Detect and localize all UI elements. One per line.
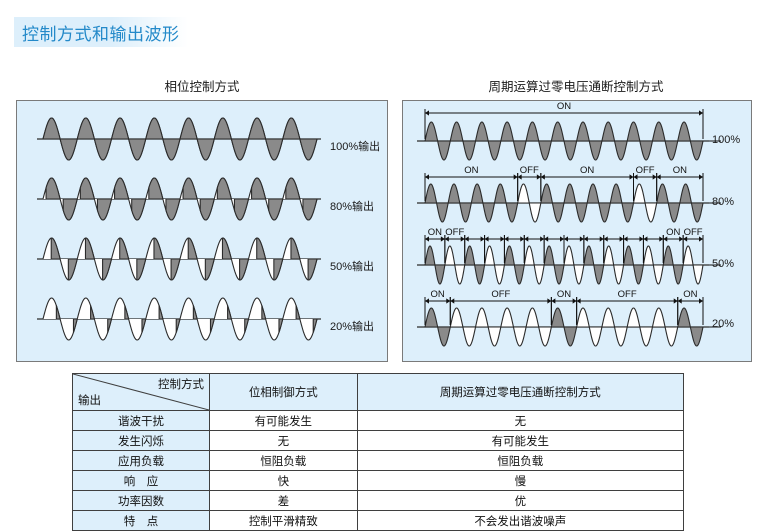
- cell-response-zerocross: 慢: [356, 470, 685, 491]
- svg-text:OFF: OFF: [618, 289, 637, 300]
- table-row: 功率因数 差 优: [72, 490, 685, 511]
- row-label-load: 应用负载: [72, 450, 210, 471]
- table-row: 谐波干扰 有可能发生 无: [72, 410, 685, 431]
- corner-label-top: 控制方式: [158, 379, 204, 391]
- row-label-harmonic: 谐波干扰: [72, 410, 210, 431]
- svg-text:ON: ON: [580, 165, 594, 176]
- row-label-response: 响 应: [72, 470, 210, 491]
- svg-text:ON: ON: [673, 165, 687, 176]
- svg-text:OFF: OFF: [445, 227, 464, 238]
- cell-power-factor-phase: 差: [209, 490, 358, 511]
- svg-text:OFF: OFF: [520, 165, 539, 176]
- cell-response-phase: 快: [209, 470, 358, 491]
- svg-text:OFF: OFF: [636, 165, 655, 176]
- burst-label-80: 80%: [712, 196, 735, 208]
- cell-harmonic-zerocross: 无: [356, 410, 685, 431]
- corner-label-bottom: 输出: [78, 395, 101, 407]
- cell-load-phase: 恒阻负载: [209, 450, 358, 471]
- page-title: 控制方式和输出波形: [14, 17, 188, 47]
- cell-feature-zerocross: 不会发出谐波噪声: [356, 510, 685, 531]
- svg-text:ON: ON: [464, 165, 478, 176]
- phase-control-waveforms: [37, 117, 321, 341]
- burst-label-100: 100%: [712, 134, 741, 146]
- cell-flicker-phase: 无: [209, 430, 358, 451]
- table-col-header-1: 位相制御方式: [209, 373, 358, 411]
- phase-label-100: 100%输出: [330, 141, 381, 153]
- row-label-power-factor: 功率因数: [72, 490, 210, 511]
- table-col-header-2: 周期运算过零电压通断控制方式: [356, 373, 685, 411]
- table-row: 响 应 快 慢: [72, 470, 685, 491]
- row-label-flicker: 发生闪烁: [72, 430, 210, 451]
- left-panel-caption: 相位控制方式: [164, 80, 240, 94]
- svg-text:ON: ON: [431, 289, 445, 300]
- svg-text:ON: ON: [428, 227, 442, 238]
- burst-label-20: 20%: [712, 318, 735, 330]
- phase-control-panel: [16, 100, 388, 362]
- comparison-table: 控制方式 输出 位相制御方式 周期运算过零电压通断控制方式 谐波干扰 有可能发生…: [72, 373, 685, 531]
- svg-text:ON: ON: [683, 289, 697, 300]
- svg-text:OFF: OFF: [491, 289, 510, 300]
- table-row: 特 点 控制平滑精致 不会发出谐波噪声: [72, 510, 685, 531]
- svg-text:ON: ON: [557, 101, 571, 112]
- zero-cross-control-panel: ON ON OFF ON OFF ON ON OFF ON OFF ON OFF ON OFF ON: [402, 100, 752, 362]
- phase-label-80: 80%输出: [330, 201, 375, 213]
- table-header-row: 控制方式 输出 位相制御方式 周期运算过零电压通断控制方式: [72, 373, 685, 411]
- svg-text:ON: ON: [666, 227, 680, 238]
- row-label-feature: 特 点: [72, 510, 210, 531]
- right-panel-caption: 周期运算过零电压通断控制方式: [488, 80, 664, 94]
- phase-label-50: 50%输出: [330, 261, 375, 273]
- table-corner-cell: 控制方式 输出: [72, 373, 210, 411]
- burst-label-50: 50%: [712, 258, 735, 270]
- table-row: 应用负载 恒阻负载 恒阻负载: [72, 450, 685, 471]
- cell-flicker-zerocross: 有可能发生: [356, 430, 685, 451]
- cell-harmonic-phase: 有可能发生: [209, 410, 358, 431]
- svg-text:ON: ON: [557, 289, 571, 300]
- cell-power-factor-zerocross: 优: [356, 490, 685, 511]
- table-row: 发生闪烁 无 有可能发生: [72, 430, 685, 451]
- cell-load-zerocross: 恒阻负载: [356, 450, 685, 471]
- phase-label-20: 20%输出: [330, 321, 375, 333]
- diagonal-divider-icon: [73, 374, 209, 410]
- cell-feature-phase: 控制平滑精致: [209, 510, 358, 531]
- svg-text:OFF: OFF: [684, 227, 703, 238]
